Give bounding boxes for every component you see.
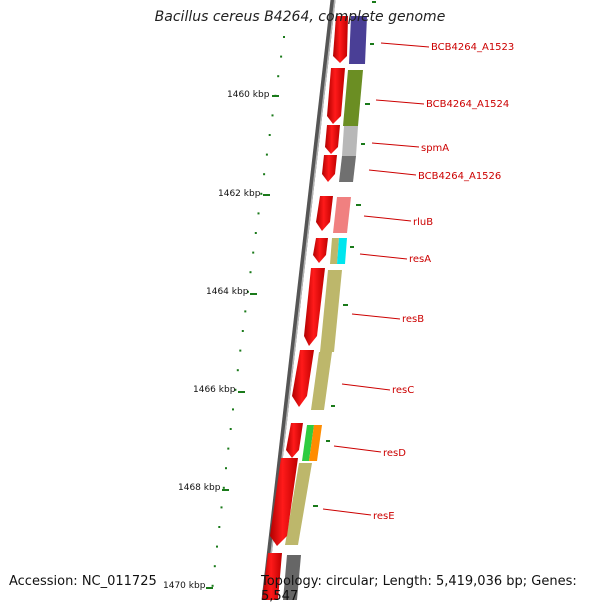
cog-block-resb [320,270,342,352]
scale-dot [257,212,260,215]
gene-arrow-resb [304,268,325,346]
gene-label-resc: resC [392,385,414,396]
leader-line [368,169,417,176]
scale-dot [239,349,242,352]
tick-label-1464: 1464 kbp [206,287,249,297]
major-tick [206,587,213,589]
major-tick [250,293,257,295]
scale-dot [246,290,249,293]
leader-line [322,508,372,516]
leader-line [380,42,430,48]
scale-dot [222,486,225,489]
scale-dot [216,545,218,548]
gene-arrow-spma [325,125,340,154]
gene-label-rlub: rluB [413,217,433,228]
scale-dot [252,251,255,254]
scale-dot [236,369,239,372]
gene-label-rese: resE [373,511,395,522]
scale-dot [225,467,227,470]
gene-arrow-rese [270,458,298,546]
accession-text: Accession: NC_011725 [9,574,157,589]
major-tick [222,489,229,491]
cog-block-a1523 [349,16,367,64]
scale-dot [220,506,223,509]
scale-dot [211,584,214,587]
cog-block-next [283,555,301,600]
leader-line [371,142,420,148]
gene-arrow-resa [313,238,328,263]
genome-title: Bacillus cereus B4264, complete genome [154,9,446,25]
cog-block-resc [311,352,332,410]
gene-label-spma: spmA [421,143,449,154]
scale-dot [213,565,216,568]
cog-block-a1526 [339,156,356,182]
scale-dot [283,36,285,38]
gene-label-resb: resB [402,314,424,325]
gene-label-resa: resA [409,254,431,265]
scale-dot [218,526,221,528]
gene-arrow-next [262,553,282,600]
scale-dot [244,310,247,313]
cog-block-resa-2 [337,238,347,264]
gene-arrow-resd [286,423,303,458]
cog-block-resa-1 [330,238,339,264]
gene-arrow-resc [292,350,314,407]
gene-arrow-a1524 [327,68,345,124]
cog-block-resd-2 [309,425,322,461]
cog-block-spma [342,126,358,156]
scale-dot [241,330,244,332]
tick-label-1470: 1470 kbp [163,581,206,591]
scale-ticks [206,36,285,589]
gene-arrow-a1526 [322,155,337,182]
major-tick [263,194,270,196]
leader-line [341,383,391,391]
gene-arrow-a1523 [333,16,348,63]
scale-dot [268,134,271,136]
leader-line [363,215,412,222]
scale-dot [280,55,283,58]
scale-dot [263,173,266,176]
gene-label-a1524: BCB4264_A1524 [426,99,509,110]
tick-labels: 1460 kbp 1462 kbp 1464 kbp 1466 kbp 1468… [163,90,270,591]
tick-label-1466: 1466 kbp [193,385,236,395]
tick-label-1460: 1460 kbp [227,90,270,100]
gene-labels: BCB4264_A1523 BCB4264_A1524 spmA BCB4264… [322,42,514,522]
scale-dot [227,447,230,450]
gene-strand-marks [313,1,376,507]
leader-line [351,313,401,320]
scale-dot [271,114,274,117]
cog-block-resd-1 [302,425,314,461]
scale-dot [249,271,252,274]
scale-dot [260,192,263,195]
scale-dot [229,428,232,430]
tick-label-1468: 1468 kbp [178,483,221,493]
leader-line [375,99,425,105]
major-tick [272,95,279,97]
cog-block-rese [285,463,312,545]
cog-track [283,16,367,600]
gene-label-resd: resD [383,448,406,459]
scale-dot [265,153,268,156]
cog-block-a1524 [343,70,363,126]
gene-arrow-rlub [316,196,333,231]
scale-dot [254,232,257,234]
gene-arrows [262,16,348,600]
scale-dot [277,75,280,78]
gene-label-a1523: BCB4264_A1523 [431,42,514,53]
gene-label-a1526: BCB4264_A1526 [418,171,501,182]
tick-label-1462: 1462 kbp [218,189,261,199]
scale-dot [232,408,234,411]
scale-dot [234,388,237,391]
cog-block-rlub [333,197,351,233]
leader-line [359,253,408,260]
major-tick [238,391,245,393]
leader-line [333,445,382,453]
